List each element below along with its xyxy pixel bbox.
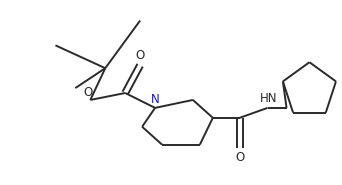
Text: HN: HN bbox=[260, 92, 277, 105]
Text: O: O bbox=[235, 151, 244, 164]
Text: O: O bbox=[84, 85, 93, 98]
Text: O: O bbox=[135, 49, 145, 62]
Text: N: N bbox=[151, 93, 159, 106]
